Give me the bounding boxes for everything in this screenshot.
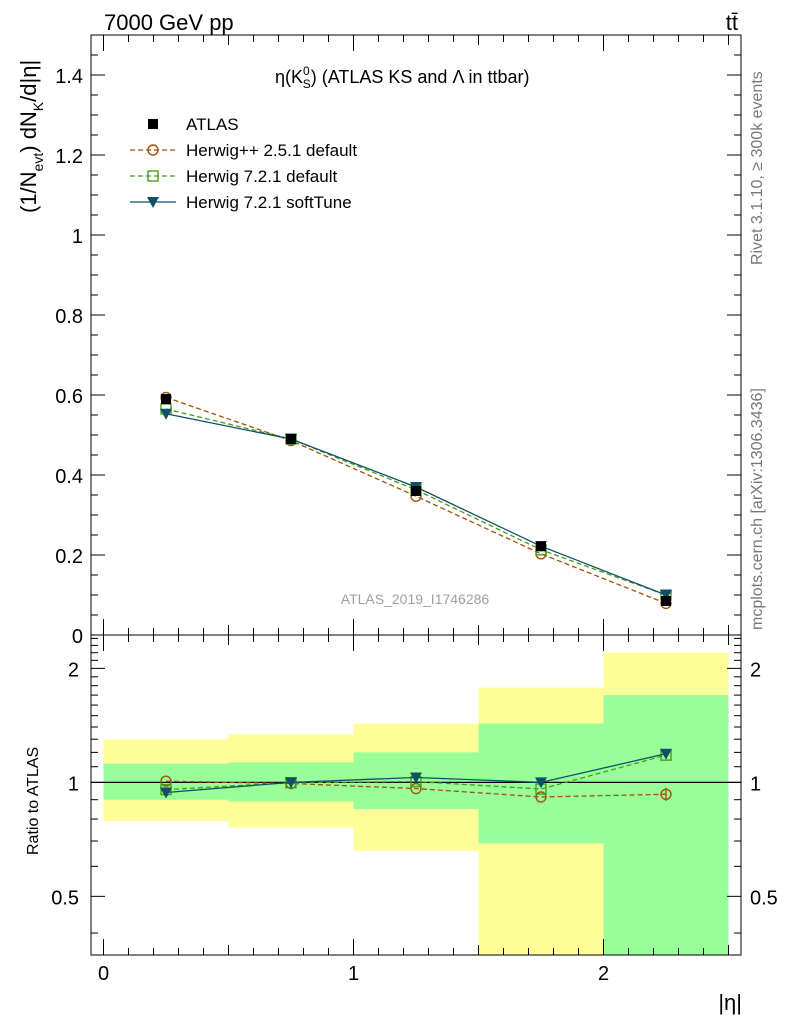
ratio-y-tick-label-right: 2 bbox=[750, 659, 761, 681]
ratio-line-herwigpp bbox=[165, 780, 667, 798]
legend-label-herwigpp: Herwig++ 2.5.1 default bbox=[186, 141, 357, 160]
ratio-point-softtune bbox=[660, 748, 672, 760]
ratio-y-axis-label: Ratio to ATLAS bbox=[25, 747, 42, 855]
ratio-y-tick-label: 2 bbox=[68, 659, 79, 681]
analysis-watermark: ATLAS_2019_I1746286 bbox=[341, 591, 490, 607]
ratio-panel-frame bbox=[90, 634, 742, 956]
process-label: tt̄ bbox=[726, 10, 738, 35]
ratio-point-herwigpp bbox=[535, 791, 547, 803]
ratio-y-tick-label-right: 0.5 bbox=[750, 887, 778, 909]
data-point-softtune bbox=[160, 408, 172, 420]
energy-label: 7000 GeV pp bbox=[104, 10, 234, 35]
legend-marker-herwig721 bbox=[147, 170, 159, 182]
rivet-label: Rivet 3.1.10, ≥ 300k events bbox=[749, 71, 766, 265]
legend: ATLAS Herwig++ 2.5.1 default Herwig 7.2.1 … bbox=[130, 115, 357, 212]
ratio-point-softtune bbox=[535, 777, 547, 789]
mcplots-label: mcplots.cern.ch [arXiv:1306.3436] bbox=[749, 388, 766, 630]
ratio-point-softtune bbox=[410, 772, 422, 784]
x-tick-label: 0 bbox=[98, 963, 109, 985]
ratio-point-herwigpp bbox=[410, 782, 422, 795]
legend-marker-softtune bbox=[147, 197, 159, 208]
ratio-point-herwigpp bbox=[160, 775, 172, 787]
x-tick-label: 2 bbox=[598, 963, 609, 985]
series-line-softtune bbox=[165, 413, 667, 596]
data-point-softtune bbox=[660, 590, 672, 601]
x-axis-label: |η| bbox=[718, 990, 742, 1015]
legend-marker-herwigpp bbox=[147, 144, 159, 156]
legend-label-herwig721: Herwig 7.2.1 default bbox=[186, 167, 337, 186]
data-point-atlas bbox=[661, 596, 671, 606]
legend-label-softtune: Herwig 7.2.1 softTune bbox=[186, 193, 352, 212]
x-tick-label: 1 bbox=[348, 963, 359, 985]
series-line-herwigpp bbox=[165, 396, 667, 605]
y-tick-label: 0.2 bbox=[55, 546, 83, 568]
main-axes: 0 0.2 0.4 0.6 0.8 1 1.2 1.4 bbox=[55, 35, 741, 955]
y-tick-label: 0.6 bbox=[55, 386, 83, 408]
data-point-atlas bbox=[286, 434, 296, 444]
y-tick-label: 1 bbox=[72, 226, 83, 248]
ratio-uncertainty-bands bbox=[103, 652, 729, 955]
main-series bbox=[160, 391, 672, 610]
plot-title: η(K0 S) (ATLAS KS and Λ in ttbar) bbox=[275, 64, 530, 91]
data-point-atlas bbox=[411, 486, 421, 496]
inner-band-bin bbox=[603, 695, 729, 955]
y-tick-label: 0.4 bbox=[55, 466, 83, 488]
ratio-point-softtune bbox=[285, 777, 297, 789]
y-tick-label: 1.2 bbox=[55, 146, 83, 168]
ratio-series bbox=[160, 748, 672, 803]
data-point-atlas bbox=[536, 541, 546, 552]
y-tick-label: 0.8 bbox=[55, 306, 83, 328]
ratio-y-tick-label-right: 1 bbox=[750, 773, 761, 795]
y-tick-label: 0 bbox=[72, 626, 83, 648]
legend-label-atlas: ATLAS bbox=[186, 115, 239, 134]
main-y-axis-label: (1/Nevt) dNK/d|η| bbox=[16, 60, 46, 213]
legend-marker-atlas bbox=[148, 119, 158, 129]
data-point-atlas bbox=[161, 394, 171, 404]
series-line-herwig721 bbox=[165, 408, 667, 596]
y-tick-label: 1.4 bbox=[55, 66, 83, 88]
ratio-y-tick-label: 0.5 bbox=[51, 887, 79, 909]
ratio-y-tick-label: 1 bbox=[68, 773, 79, 795]
ratio-point-softtune bbox=[160, 787, 172, 799]
